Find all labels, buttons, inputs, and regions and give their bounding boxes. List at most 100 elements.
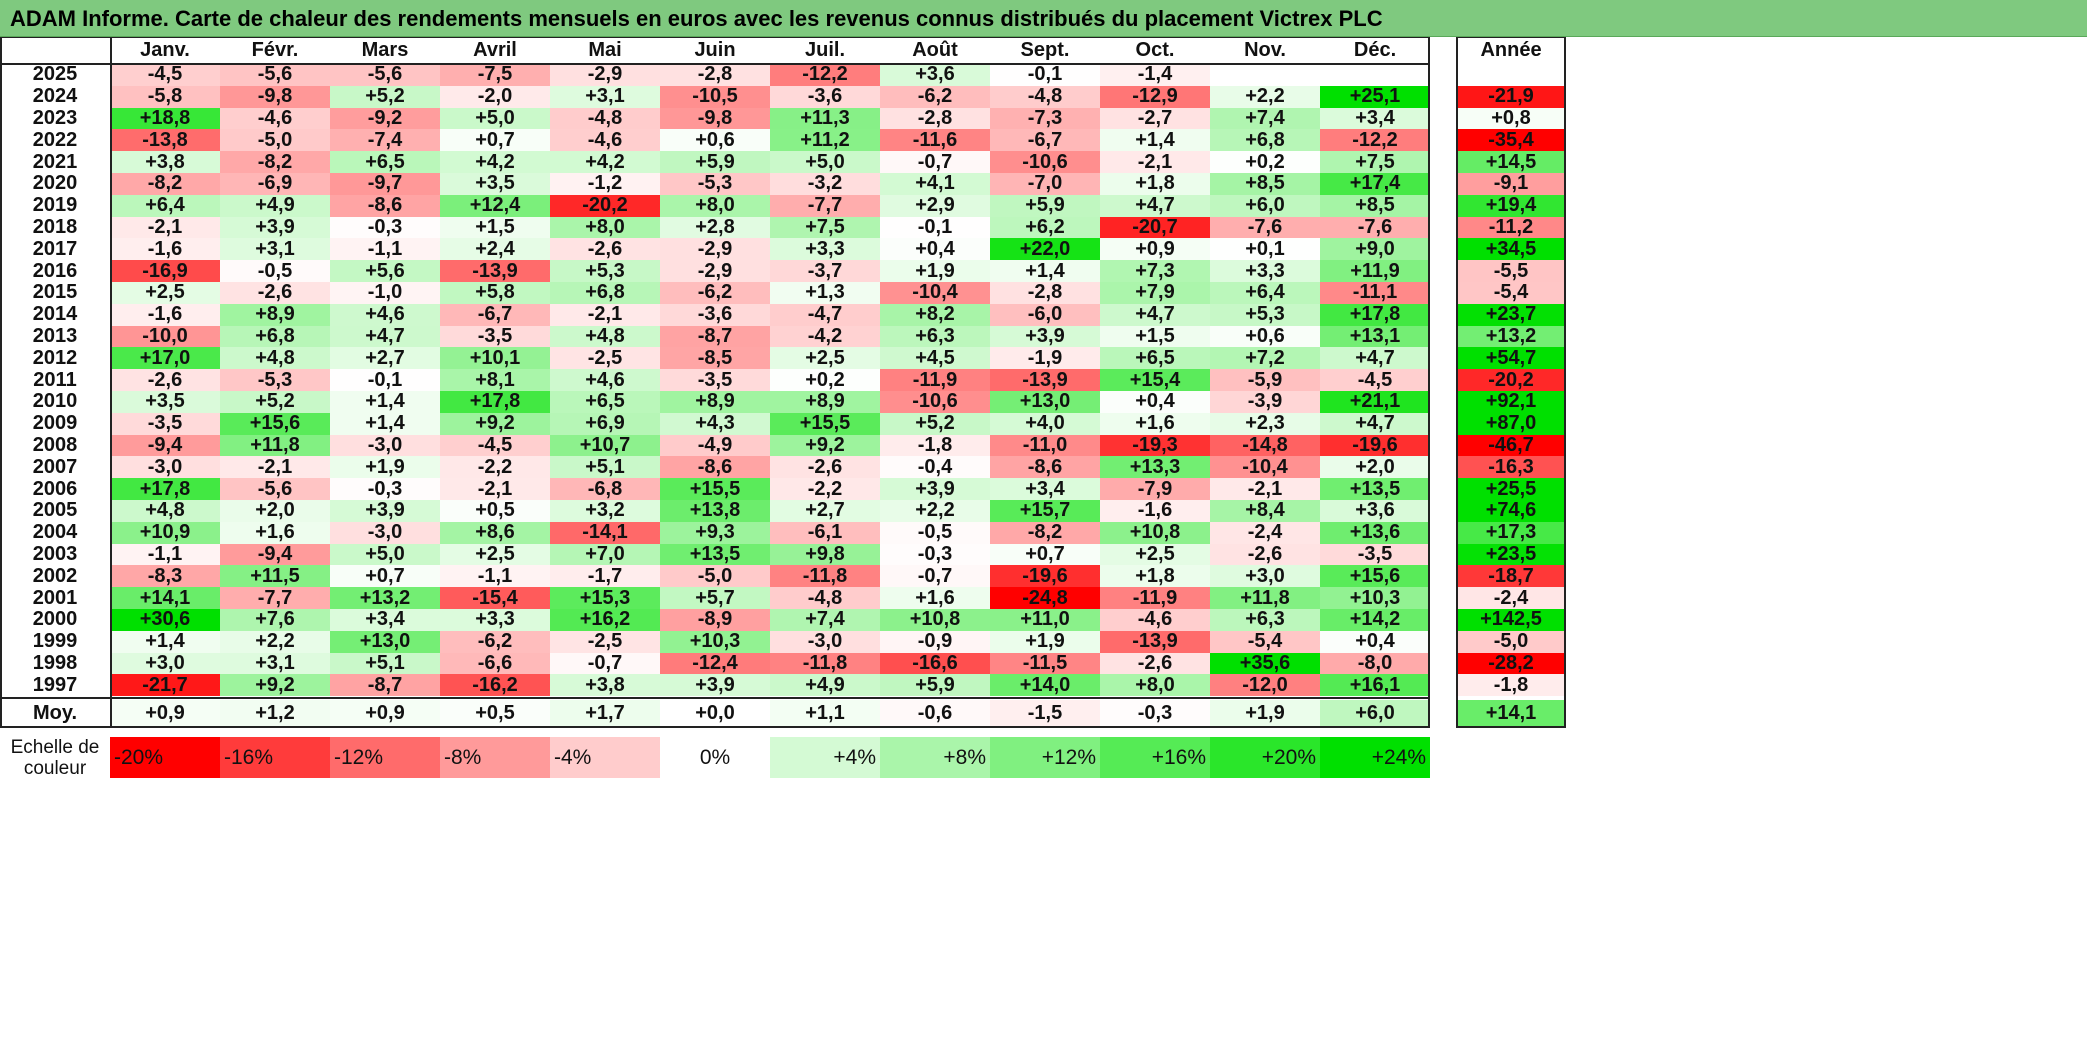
annual-cell: +54,7 (1456, 347, 1566, 370)
heatmap-cell: +4,2 (550, 151, 660, 173)
annual-cell: -2,4 (1456, 587, 1566, 609)
heatmap-cell: -8,5 (660, 347, 770, 370)
heatmap-cell: -2,6 (550, 238, 660, 261)
heatmap-cell: +17,8 (110, 478, 220, 500)
heatmap-cell: +8,5 (1320, 194, 1430, 217)
heatmap-cell: +13,0 (330, 630, 440, 653)
average-annual-cell: +14,1 (1456, 700, 1566, 727)
heatmap-cell: -1,9 (990, 347, 1100, 370)
scale-swatch: +24% (1320, 737, 1430, 778)
heatmap-cell: -2,5 (550, 347, 660, 370)
heatmap-cell: +9,2 (220, 674, 330, 697)
year-label: 2005 (32, 499, 78, 522)
heatmap-cell: -4,9 (660, 434, 770, 457)
heatmap-cell: +17,8 (440, 390, 550, 413)
heatmap-cell: -15,4 (440, 587, 550, 609)
annual-cell: +23,7 (1456, 303, 1566, 326)
annual-cell: +34,5 (1456, 238, 1566, 261)
heatmap-cell: -9,8 (660, 107, 770, 130)
heatmap-cell: -0,3 (330, 478, 440, 500)
scale-swatch: -12% (330, 737, 440, 778)
heatmap-cell: +3,9 (330, 499, 440, 522)
month-header: Sept. (1020, 39, 1070, 61)
heatmap-cell: -4,2 (770, 325, 880, 348)
heatmap-cell: +12,4 (440, 194, 550, 217)
heatmap-cell: +16,1 (1320, 674, 1430, 697)
heatmap-cell: +5,6 (330, 260, 440, 282)
heatmap-cell: -16,6 (880, 652, 990, 675)
heatmap-cell: +13,6 (1320, 521, 1430, 544)
annual-cell: -21,9 (1456, 85, 1566, 108)
month-header: Avril (473, 39, 517, 61)
heatmap-cell: -9,4 (220, 543, 330, 566)
month-header: Juil. (804, 39, 845, 61)
annual-cell: -20,2 (1456, 369, 1566, 391)
scale-swatch: +4% (770, 737, 880, 778)
month-header: Déc. (1353, 39, 1397, 61)
heatmap-cell: +9,2 (770, 434, 880, 457)
heatmap-cell: -8,6 (330, 194, 440, 217)
heatmap-cell: -3,6 (660, 303, 770, 326)
heatmap-cell: -2,1 (1100, 151, 1210, 173)
heatmap-cell: +6,3 (1210, 608, 1320, 631)
heatmap-cell: -20,2 (550, 194, 660, 217)
heatmap-cell: -1,1 (110, 543, 220, 566)
annual-cell: +14,5 (1456, 151, 1566, 173)
title-bar: ADAM Informe. Carte de chaleur des rende… (0, 0, 2087, 37)
heatmap-cell: -13,9 (1100, 630, 1210, 653)
month-header: Nov. (1244, 39, 1286, 61)
heatmap-cell: -6,7 (990, 129, 1100, 152)
heatmap-cell: -19,6 (1320, 434, 1430, 457)
heatmap-cell: -2,2 (440, 456, 550, 479)
heatmap-cell: +6,5 (550, 390, 660, 413)
annual-cell: -9,1 (1456, 172, 1566, 195)
heatmap-cell: +0,5 (440, 499, 550, 522)
heatmap-cell: -3,5 (1320, 543, 1430, 566)
average-cell: +0,5 (440, 700, 550, 727)
heatmap-cell: -3,5 (440, 325, 550, 348)
heatmap-cell: +3,5 (440, 172, 550, 195)
scale-swatch: -4% (550, 737, 660, 778)
heatmap-cell: +11,8 (220, 434, 330, 457)
heatmap-cell: +8,1 (440, 369, 550, 391)
year-label: 2003 (32, 543, 78, 565)
heatmap-cell: -5,8 (110, 85, 220, 108)
average-cell: +1,1 (770, 700, 880, 727)
heatmap-cell: +35,6 (1210, 652, 1320, 675)
heatmap-cell: -2,1 (1210, 478, 1320, 500)
heatmap-cell: +18,8 (110, 107, 220, 130)
heatmap-cell: -2,6 (1100, 652, 1210, 675)
heatmap-cell: +17,8 (1320, 303, 1430, 326)
heatmap-cell: +3,0 (110, 652, 220, 675)
scale-swatch: -8% (440, 737, 550, 778)
heatmap-cell: +14,1 (110, 587, 220, 609)
heatmap-cell: +3,1 (220, 238, 330, 261)
heatmap-cell: -1,1 (440, 565, 550, 588)
heatmap-cell: -6,7 (440, 303, 550, 326)
heatmap-cell: +2,5 (770, 347, 880, 370)
heatmap-cell: +6,2 (990, 216, 1100, 239)
heatmap-cell: +11,8 (1210, 587, 1320, 609)
annual-cell: +74,6 (1456, 499, 1566, 522)
heatmap-cell: -21,7 (110, 674, 220, 697)
heatmap-cell: +6,0 (1210, 194, 1320, 217)
heatmap-cell: -4,7 (770, 303, 880, 326)
heatmap-cell: +4,8 (220, 347, 330, 370)
year-column-header: Année (1480, 39, 1542, 61)
annual-cell: +17,3 (1456, 521, 1566, 544)
annual-cell: -1,8 (1456, 674, 1566, 697)
scale-label-line1: Echelle de (10, 736, 100, 758)
heatmap-cell: -6,6 (440, 652, 550, 675)
heatmap-cell: +4,8 (110, 499, 220, 522)
annual-cell: +23,5 (1456, 543, 1566, 566)
heatmap-cell: -10,4 (880, 281, 990, 304)
heatmap-cell: -3,7 (770, 260, 880, 282)
heatmap-cell: +4,5 (880, 347, 990, 370)
heatmap-cell: -7,5 (440, 63, 550, 86)
annual-cell: +13,2 (1456, 325, 1566, 348)
heatmap-cell: +1,4 (1100, 129, 1210, 152)
heatmap-cell: +4,1 (880, 172, 990, 195)
heatmap-cell: +2,7 (330, 347, 440, 370)
heatmap-cell: -1,7 (550, 565, 660, 588)
heatmap-cell: +7,4 (770, 608, 880, 631)
